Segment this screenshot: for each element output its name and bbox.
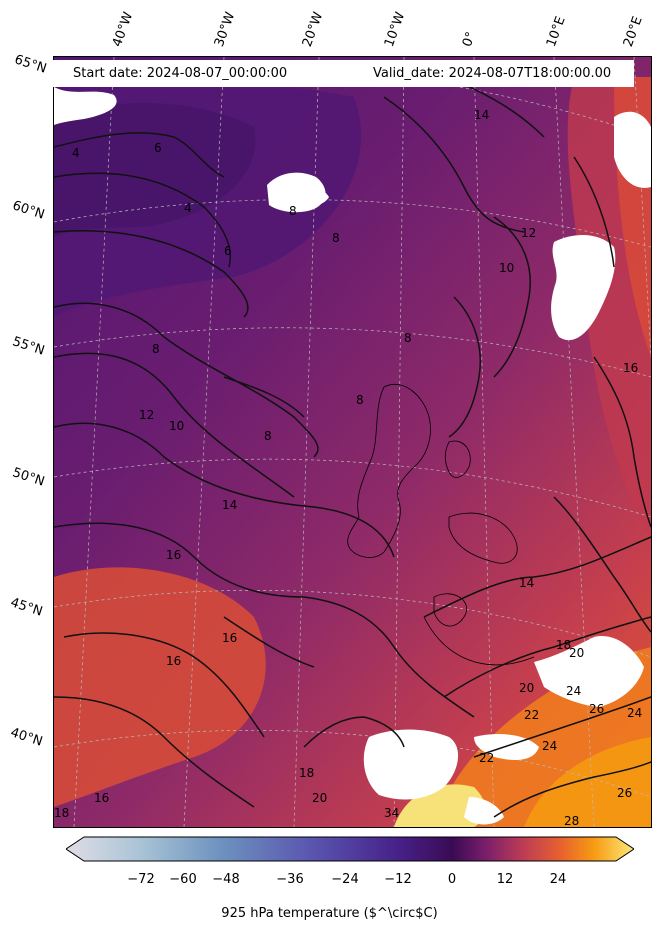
- graticule: [54, 57, 651, 827]
- contour-label: 18: [54, 806, 69, 820]
- contour-label: 8: [264, 429, 272, 443]
- contour-label: 8: [332, 231, 340, 245]
- valid-date-label: Valid_date: 2024-08-07T18:00:00.00: [373, 66, 612, 81]
- colorbar-tick: −36: [276, 872, 304, 887]
- contour-label: 12: [521, 226, 536, 240]
- colorbar-tick: −12: [384, 872, 412, 887]
- contour-label: 16: [166, 654, 181, 668]
- title-strip: [53, 60, 634, 87]
- contour-label: 20: [312, 791, 327, 805]
- contour-label: 8: [289, 204, 297, 218]
- lat-label-40n: 40°N: [8, 725, 45, 750]
- colorbar-label: 925 hPa temperature ($^\circ$C): [221, 906, 438, 921]
- lon-label-30w: 30°W: [211, 10, 239, 49]
- contour-label: 14: [519, 576, 534, 590]
- contour-label: 26: [617, 786, 632, 800]
- colorbar-tick: −60: [169, 872, 197, 887]
- lon-label-10e: 10°E: [543, 14, 569, 50]
- contour-label: 28: [564, 814, 579, 827]
- contour-label: 16: [166, 548, 181, 562]
- contour-label: 18: [556, 638, 571, 652]
- masked-terrain: [54, 87, 651, 825]
- colorbar-tick: 12: [496, 872, 514, 887]
- contour-labels: 4 6 4 6 8 8 8 8 8 8 10 10 12 12 14 14 14…: [54, 108, 642, 827]
- lon-label-20w: 20°W: [299, 10, 327, 49]
- isotherm-contours: [54, 76, 651, 818]
- contour-label: 34: [384, 806, 399, 820]
- colorbar-tick: −24: [331, 872, 359, 887]
- contour-label: 4: [184, 201, 192, 215]
- colorbar: [65, 836, 635, 866]
- contour-label: 12: [139, 408, 154, 422]
- contour-label: 18: [299, 766, 314, 780]
- lon-label-20e: 20°E: [620, 14, 646, 50]
- lat-label-65n: 65°N: [12, 52, 49, 77]
- contour-label: 20: [569, 646, 584, 660]
- lat-label-55n: 55°N: [10, 334, 47, 359]
- contour-label: 10: [169, 419, 184, 433]
- contour-label: 8: [404, 331, 412, 345]
- start-date-label: Start date: 2024-08-07_00:00:00: [73, 66, 288, 81]
- contour-label: 16: [222, 631, 237, 645]
- lat-label-50n: 50°N: [10, 465, 47, 490]
- lon-label-40w: 40°W: [109, 10, 137, 49]
- contour-label: 20: [519, 681, 534, 695]
- contour-label: 10: [499, 261, 514, 275]
- contour-label: 6: [154, 141, 162, 155]
- map-panel: 4 6 4 6 8 8 8 8 8 8 10 10 12 12 14 14 14…: [53, 56, 652, 828]
- lat-label-45n: 45°N: [8, 595, 45, 620]
- warm-region-southwest: [54, 567, 266, 807]
- contour-label: 14: [222, 498, 237, 512]
- contour-label: 16: [94, 791, 109, 805]
- contour-label: 26: [589, 702, 604, 716]
- contour-label: 16: [623, 361, 638, 375]
- contour-label: 6: [224, 244, 232, 258]
- colorbar-gradient: [65, 836, 635, 862]
- contour-label: 24: [542, 739, 557, 753]
- lat-label-60n: 60°N: [10, 198, 47, 223]
- contour-label: 14: [474, 108, 489, 122]
- contour-label: 4: [72, 146, 80, 160]
- contour-label: 8: [356, 393, 364, 407]
- contour-label: 22: [524, 708, 539, 722]
- colorbar-tick: −48: [212, 872, 240, 887]
- colorbar-tick: 0: [447, 872, 457, 887]
- hot-spot-africa: [394, 784, 486, 827]
- lon-label-0: 0°: [459, 29, 480, 49]
- lon-label-10w: 10°W: [381, 10, 409, 49]
- colorbar-tick: 24: [549, 872, 567, 887]
- temperature-map: 4 6 4 6 8 8 8 8 8 8 10 10 12 12 14 14 14…: [54, 57, 651, 827]
- contour-label: 22: [479, 751, 494, 765]
- hot-region-southeast: [524, 737, 651, 827]
- contour-label: 8: [152, 342, 160, 356]
- contour-label: 24: [627, 706, 642, 720]
- colorbar-tick: −72: [127, 872, 155, 887]
- contour-label: 24: [566, 684, 581, 698]
